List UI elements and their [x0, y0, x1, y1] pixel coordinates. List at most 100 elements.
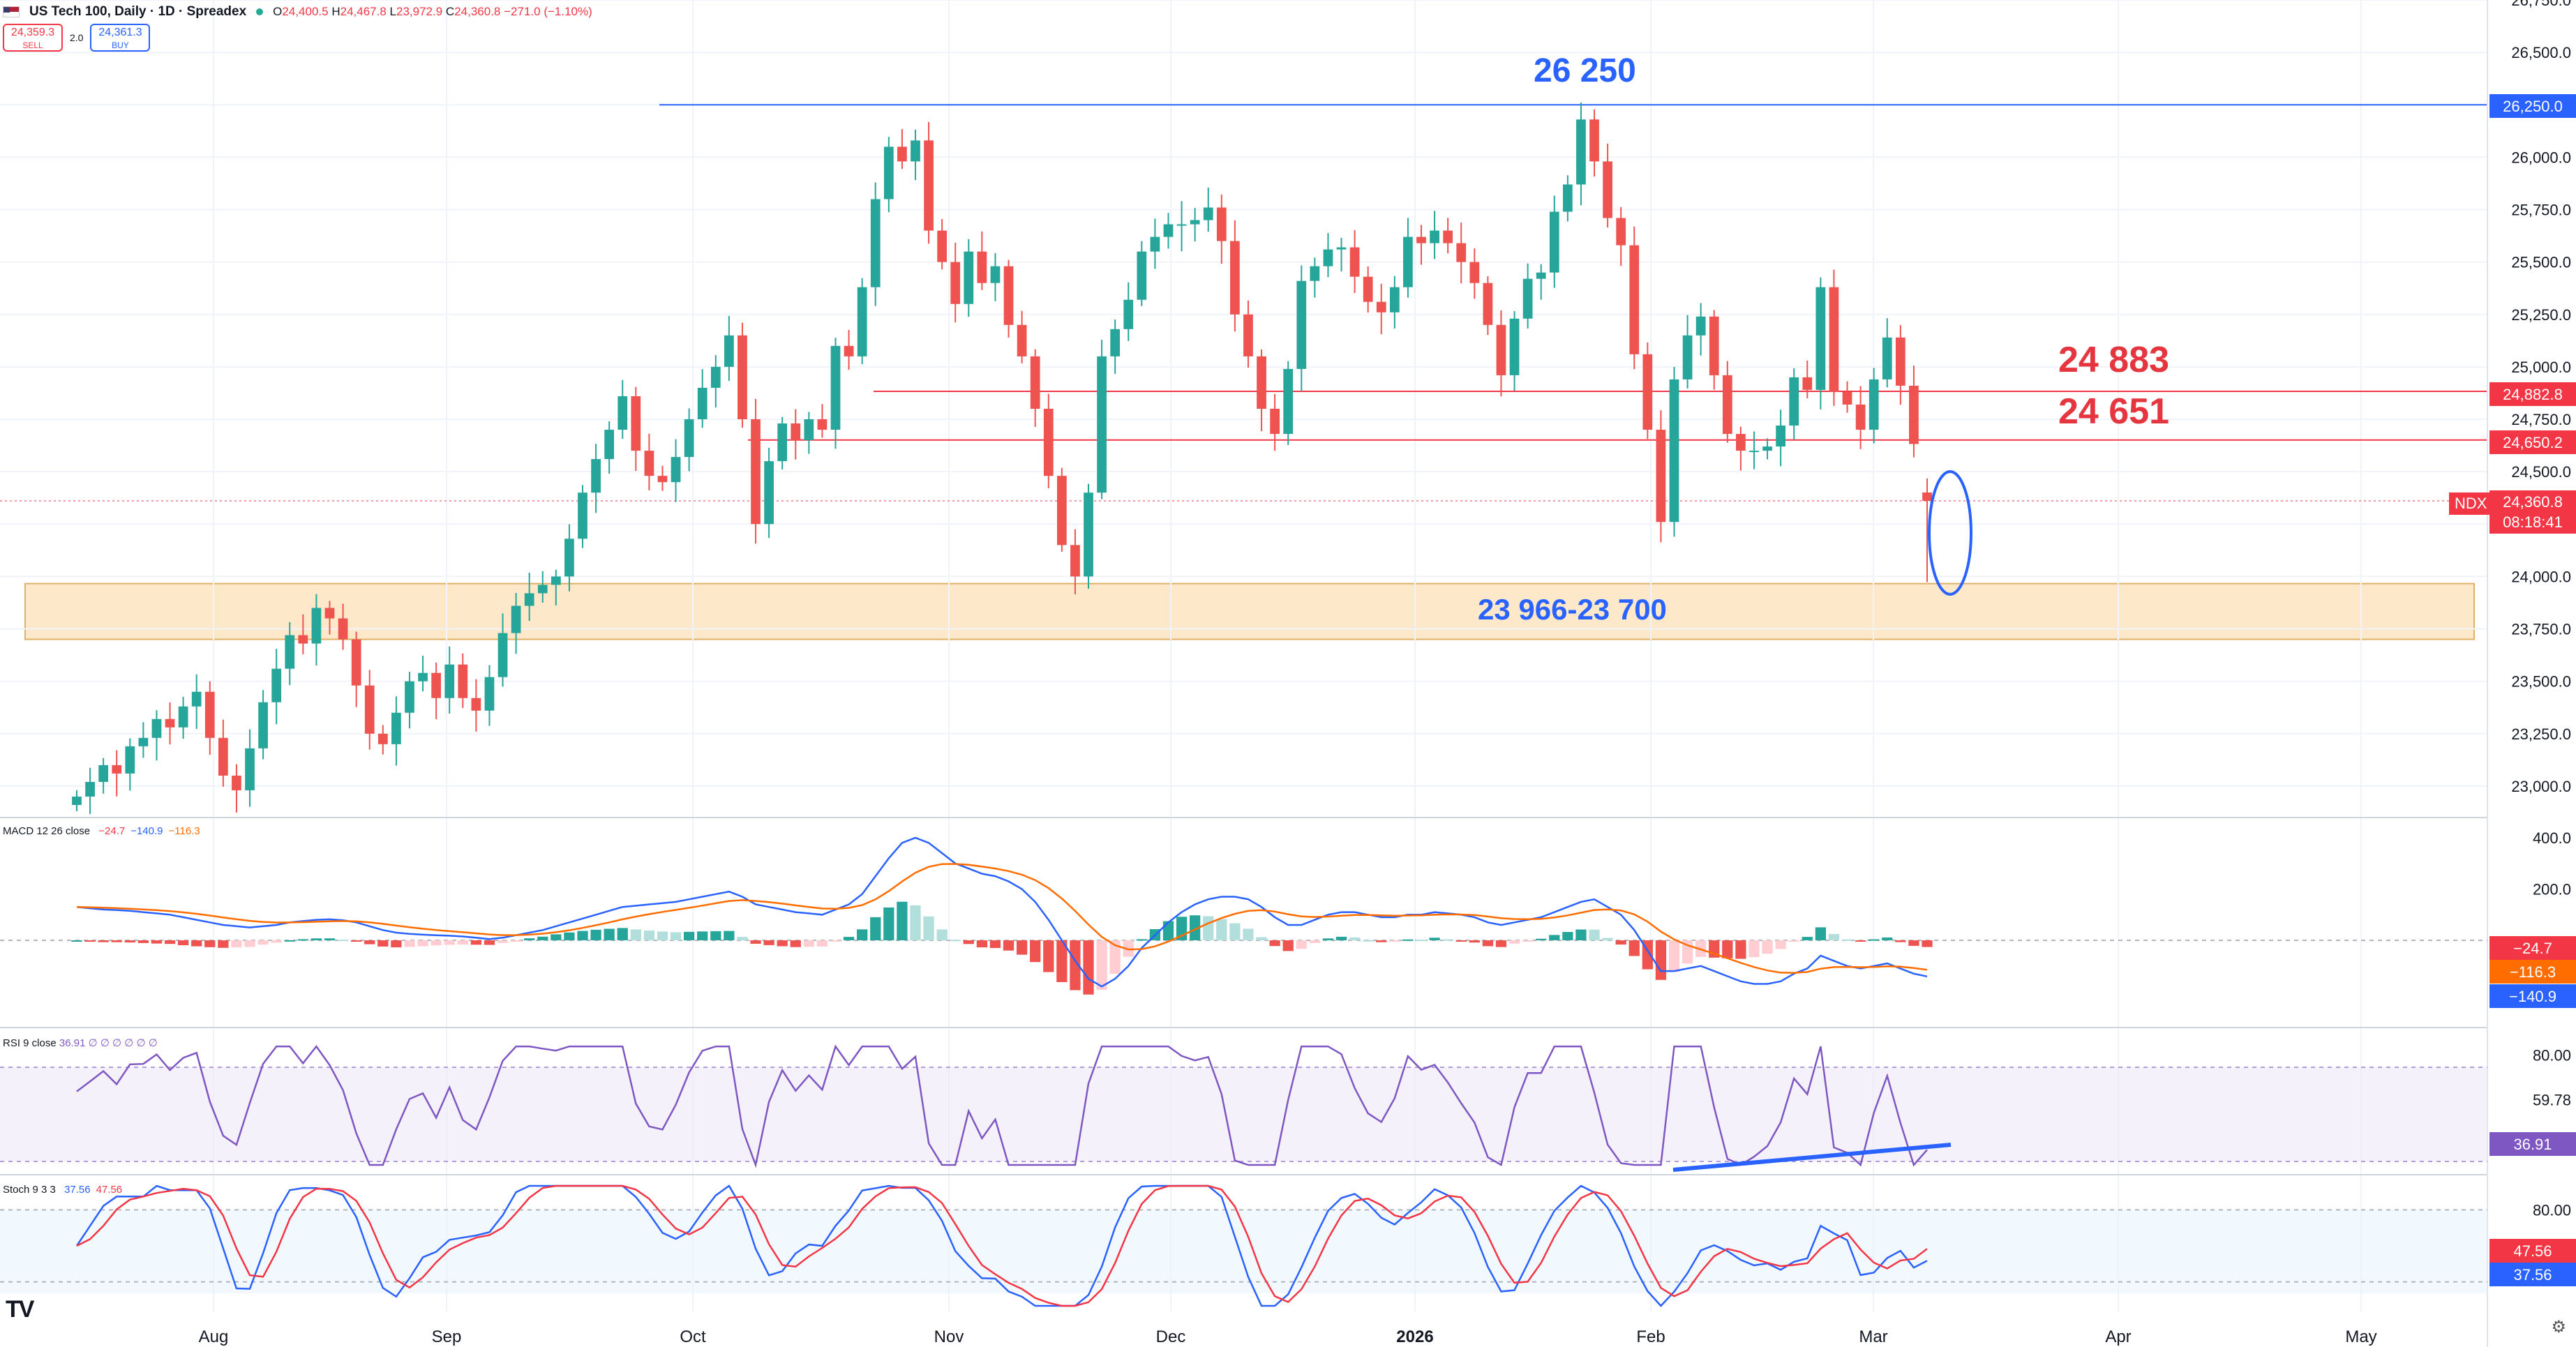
candle-body: [1150, 236, 1160, 252]
macd-histogram-bar: [1376, 940, 1387, 942]
macd-histogram-bar: [684, 931, 695, 940]
macd-histogram-bar: [1841, 939, 1853, 941]
macd-histogram-bar: [1869, 939, 1880, 941]
macd-histogram-bar: [923, 916, 934, 940]
macd-histogram-bar: [151, 940, 163, 944]
price-tag-r2: 24,650.2: [2489, 430, 2576, 454]
macd-histogram-bar: [617, 928, 628, 940]
macd-histogram-bar: [897, 901, 908, 940]
macd-histogram-bar: [737, 937, 748, 940]
macd-histogram-bar: [1628, 940, 1640, 956]
candle-body: [1589, 119, 1599, 162]
macd-legend[interactable]: MACD 12 26 close −24.7 −140.9 −116.3: [3, 825, 200, 837]
candle-body: [1110, 329, 1121, 356]
zone-annotation: 23 966-23 700: [1478, 593, 1667, 626]
candle-body: [444, 664, 455, 698]
macd-histogram-bar: [1615, 940, 1626, 945]
candle-body: [1230, 241, 1240, 315]
candle-body: [1296, 280, 1307, 369]
candle-body: [165, 718, 175, 728]
macd-histogram-bar: [1802, 937, 1813, 940]
candle-body: [204, 691, 215, 738]
candle-body: [1323, 249, 1333, 266]
candle-body: [484, 677, 495, 711]
macd-histogram-bar: [191, 940, 202, 947]
level-lines: [0, 104, 2487, 502]
price-axis-label: 26,750.0: [2511, 0, 2571, 9]
candle-body: [1922, 492, 1932, 501]
macd-histogram-bar: [524, 938, 535, 940]
candle-body: [897, 146, 907, 162]
rsi-legend[interactable]: RSI 9 close 36.91 ∅ ∅ ∅ ∅ ∅ ∅: [3, 1037, 158, 1049]
macd-histogram-bar: [1389, 940, 1400, 942]
macd-histogram-bar: [164, 940, 176, 945]
macd-histogram-bar: [710, 931, 721, 940]
rsi-axis-label: 59.78: [2533, 1091, 2571, 1108]
symbol-title[interactable]: US Tech 100, Daily · 1D · Spreadex: [29, 4, 247, 19]
candle-body: [1216, 207, 1227, 241]
candle-body: [1549, 211, 1559, 273]
macd-pane: 400.0 200.0: [0, 829, 2571, 995]
candle-body: [311, 608, 322, 644]
price-axis-label: 24,000.0: [2511, 568, 2571, 585]
sell-button[interactable]: 24,359.3 SELL: [3, 24, 63, 52]
candle-body: [1043, 409, 1054, 476]
stoch-legend[interactable]: Stoch 9 3 3 37.56 47.56: [3, 1184, 123, 1196]
time-axis-label: Mar: [1859, 1327, 1887, 1346]
candle-body: [950, 262, 961, 304]
candle-body: [324, 608, 335, 619]
candle-body: [1496, 324, 1506, 375]
candle-body: [1483, 283, 1493, 325]
tradingview-logo-icon[interactable]: TV: [6, 1296, 34, 1323]
price-axis-label: 23,500.0: [2511, 673, 2571, 691]
candle-body: [497, 633, 508, 677]
macd-histogram-bar: [1735, 940, 1746, 959]
macd-histogram-bar: [1363, 940, 1374, 942]
candle-body: [644, 451, 654, 476]
candle-body: [364, 685, 375, 734]
time-axis-label: 2026: [1396, 1327, 1433, 1346]
price-axis: 23,000.0 23,250.0 23,500.0 23,750.0 24,000.0…: [2511, 0, 2571, 795]
candle-body: [1283, 368, 1294, 435]
stoch-pane: 80.00: [0, 1184, 2571, 1307]
candle-body: [617, 396, 628, 430]
macd-histogram-bar: [1575, 929, 1587, 940]
candle-body: [1509, 318, 1520, 375]
macd-histogram-bar: [1056, 940, 1068, 982]
candle-body: [684, 419, 694, 458]
macd-histogram-bar: [1256, 937, 1267, 940]
candle-body: [764, 461, 774, 525]
settings-gear-icon[interactable]: ⚙: [2551, 1318, 2566, 1337]
macd-histogram-bar: [1229, 923, 1241, 940]
macd-histogram-bar: [830, 940, 841, 942]
candle-body: [1603, 161, 1612, 218]
candle-body: [1829, 287, 1839, 392]
macd-histogram-bar: [1748, 940, 1760, 958]
macd-histogram-bar: [1828, 933, 1840, 940]
time-axis-label: Dec: [1156, 1327, 1186, 1346]
candle-body: [1576, 119, 1586, 185]
candle-body: [511, 605, 521, 633]
macd-histogram-bar: [98, 940, 109, 942]
candle-body: [751, 419, 761, 525]
price-tag-top: 26,250.0: [2489, 94, 2576, 118]
macd-histogram-bar: [857, 929, 868, 940]
candle-body: [377, 733, 388, 744]
candle-body: [1469, 262, 1480, 283]
candle-body: [1363, 276, 1373, 302]
macd-histogram-bar: [1322, 938, 1334, 940]
buy-button[interactable]: 24,361.3 BUY: [90, 24, 151, 52]
macd-histogram-bar: [724, 931, 735, 940]
macd-histogram-bar: [936, 929, 948, 940]
candle-body: [857, 287, 867, 356]
macd-histogram-bar: [1296, 940, 1307, 949]
candle-body: [1656, 430, 1666, 522]
support-zone: [24, 582, 2475, 640]
stoch-d-line: [76, 1184, 1928, 1307]
macd-histogram-bar: [231, 940, 242, 948]
candle-body: [218, 737, 228, 776]
candle-body: [1190, 220, 1200, 225]
macd-histogram-bar: [1495, 940, 1507, 947]
candle-body: [285, 635, 295, 669]
